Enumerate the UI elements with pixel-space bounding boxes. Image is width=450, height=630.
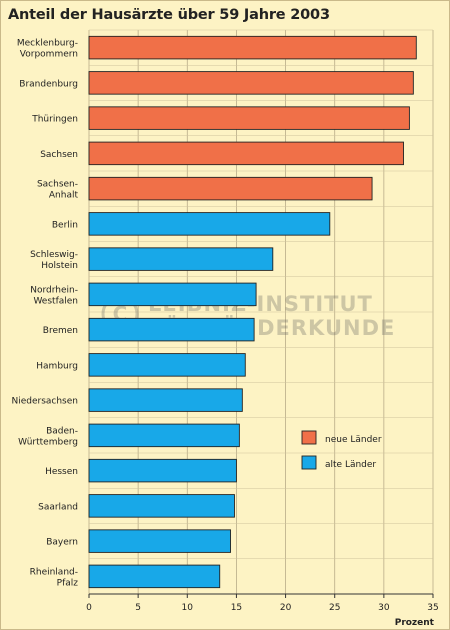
category-label: Nordrhein-Westfalen [30,285,78,306]
bar [88,564,221,589]
category-label: Baden-Württemberg [18,426,78,447]
x-tick-label: 30 [378,603,390,613]
bar [88,212,331,236]
legend-swatch [301,455,317,470]
category-label: Niedersachsen [11,397,78,407]
x-tick-label: 25 [329,603,340,613]
category-label: Thüringen [31,115,78,125]
category-label: Berlin [52,220,78,230]
legend-label: neue Länder [325,435,382,445]
category-label: Hamburg [36,361,78,371]
category-label: Rheinland-Pfalz [30,567,79,588]
bar [88,529,231,553]
bar [88,71,414,95]
legend-swatch [301,430,317,445]
x-tick-label: 35 [427,603,438,613]
bar [88,423,240,448]
category-label: Brandenburg [19,79,78,89]
bar [88,106,410,130]
x-tick-label: 10 [182,603,194,613]
category-label: Sachsen-Anhalt [37,180,79,201]
category-label: Mecklenburg-Vorpommern [17,39,78,60]
x-tick-label: 5 [135,603,141,613]
bar [88,353,246,377]
bar [88,388,243,412]
bar [88,247,274,271]
category-label: Bayern [46,538,78,548]
x-tick-label: 0 [86,603,92,613]
category-label: Sachsen [40,150,78,160]
category-label: Saarland [38,502,78,512]
x-axis-label: Prozent [395,618,435,628]
category-label: Bremen [43,326,78,336]
category-label: Hessen [45,467,78,477]
x-tick-label: 20 [280,603,292,613]
legend-label: alte Länder [325,460,376,470]
x-tick-label: 15 [231,603,242,613]
bar [88,458,237,483]
category-label: Schleswig-Holstein [30,250,78,271]
bar [88,35,417,60]
bar [88,494,235,518]
bar [88,141,404,166]
bar [88,317,255,342]
bar [88,282,257,307]
chart-title: Anteil der Hausärzte über 59 Jahre 2003 [8,7,330,23]
bar [88,176,373,201]
